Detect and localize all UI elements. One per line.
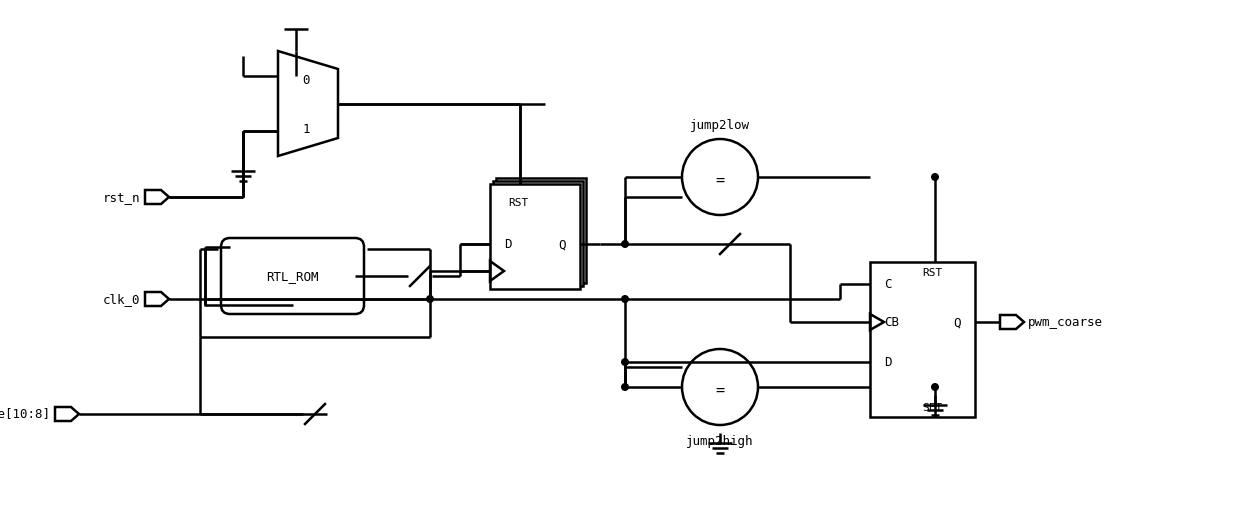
- Bar: [870, 263, 975, 417]
- Text: RST: RST: [508, 197, 528, 208]
- Circle shape: [621, 295, 629, 303]
- Circle shape: [931, 383, 939, 391]
- Bar: [490, 185, 580, 290]
- Circle shape: [682, 140, 758, 216]
- Text: CB: CB: [884, 316, 899, 329]
- Text: =: =: [715, 382, 724, 397]
- Text: D: D: [884, 356, 892, 369]
- Text: 1: 1: [303, 123, 310, 136]
- Polygon shape: [278, 52, 339, 157]
- Circle shape: [621, 358, 629, 366]
- Text: Q: Q: [558, 238, 565, 251]
- Bar: [496, 179, 587, 284]
- Text: D: D: [503, 238, 512, 251]
- Text: SET: SET: [923, 402, 942, 412]
- Text: rst_n: rst_n: [103, 191, 140, 204]
- FancyBboxPatch shape: [221, 239, 365, 315]
- Circle shape: [931, 174, 939, 182]
- Text: jump2high: jump2high: [686, 435, 754, 447]
- Text: 0: 0: [303, 73, 310, 87]
- Circle shape: [427, 295, 434, 303]
- Text: jump2low: jump2low: [689, 119, 750, 132]
- Bar: [494, 182, 583, 287]
- Circle shape: [682, 349, 758, 425]
- Polygon shape: [145, 191, 169, 205]
- Polygon shape: [145, 293, 169, 306]
- Text: =: =: [715, 172, 724, 187]
- Circle shape: [621, 241, 629, 248]
- Text: Duty_cycle[10:8]: Duty_cycle[10:8]: [0, 408, 50, 420]
- Text: clk_0: clk_0: [103, 293, 140, 306]
- Text: RTL_ROM: RTL_ROM: [267, 270, 319, 283]
- Circle shape: [621, 383, 629, 391]
- Text: pwm_coarse: pwm_coarse: [1028, 316, 1104, 329]
- Text: RST: RST: [923, 267, 942, 277]
- Polygon shape: [999, 316, 1024, 329]
- Text: Q: Q: [954, 316, 961, 329]
- Text: C: C: [884, 278, 892, 291]
- Polygon shape: [55, 407, 79, 421]
